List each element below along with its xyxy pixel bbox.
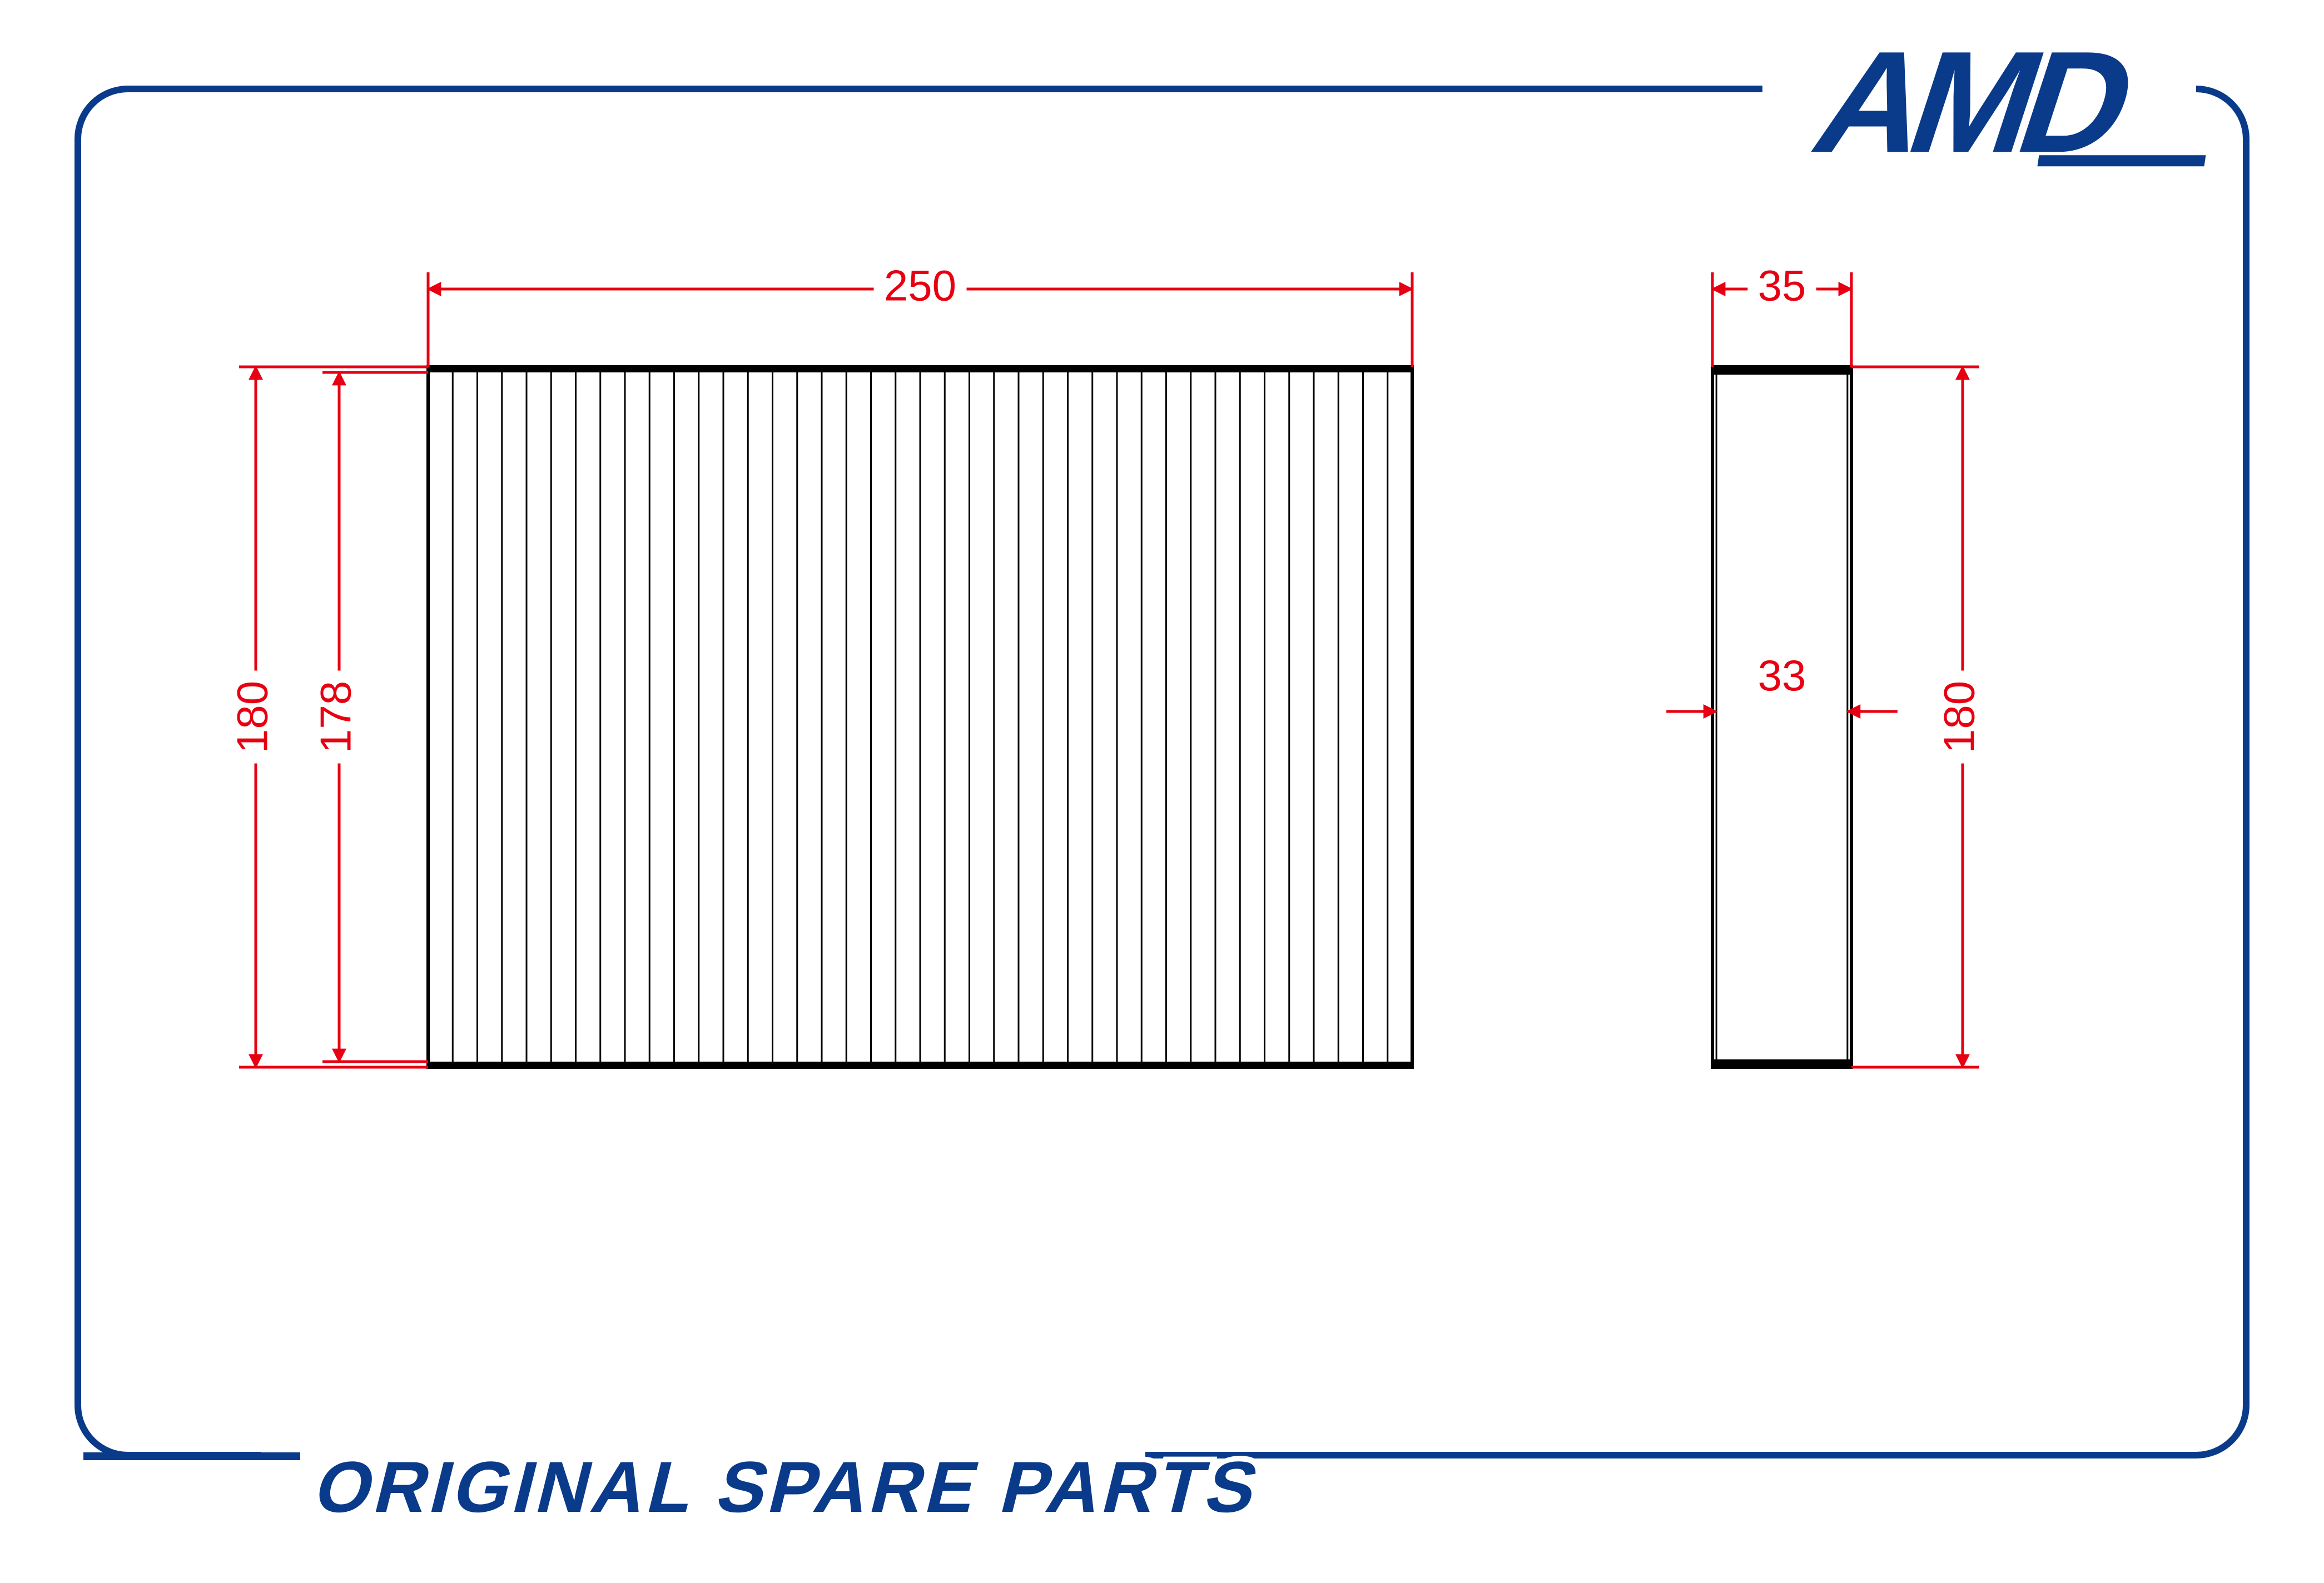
side-view — [1712, 367, 1851, 1067]
tagline: ORIGINAL SPARE PARTSORIGINAL SPARE PARTS — [307, 1447, 1270, 1527]
svg-text:33: 33 — [1758, 651, 1806, 700]
svg-text:250: 250 — [884, 261, 956, 310]
svg-text:180: 180 — [1935, 681, 1984, 753]
svg-text:ORIGINAL SPARE PARTS: ORIGINAL SPARE PARTS — [307, 1447, 1270, 1527]
svg-text:180: 180 — [228, 681, 277, 753]
svg-text:178: 178 — [311, 681, 360, 753]
svg-text:35: 35 — [1758, 261, 1806, 310]
brand-logo: AMD — [1797, 21, 2252, 182]
frame-right — [1145, 89, 2246, 1455]
front-view — [428, 367, 1412, 1067]
